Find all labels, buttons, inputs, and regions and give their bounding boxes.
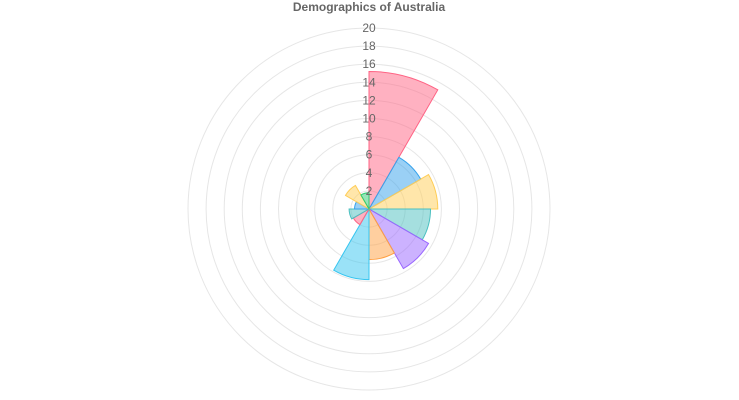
tick-label-2: 2: [366, 184, 373, 198]
polar-segment-12[interactable]: [360, 192, 370, 211]
polar-segment-9[interactable]: [348, 208, 371, 220]
grid-ring-20: [187, 27, 551, 391]
tick-label-12: 12: [362, 93, 376, 107]
grid-rings: [187, 27, 551, 391]
grid-ring-16: [223, 63, 515, 355]
polar-segment-5[interactable]: [367, 207, 430, 270]
tick-label-4: 4: [366, 166, 373, 180]
polar-segment-1[interactable]: [368, 70, 439, 211]
tick-label-6: 6: [366, 148, 373, 162]
chart-title: Demographics of Australia: [293, 0, 446, 14]
radial-tick-labels: 2 4 6 8 10 12 14 16 18 20: [362, 21, 376, 198]
polar-segment-3[interactable]: [367, 173, 439, 210]
tick-label-16: 16: [362, 57, 376, 71]
tick-label-18: 18: [362, 39, 376, 53]
tick-label-14: 14: [362, 75, 376, 89]
polar-segment-11[interactable]: [344, 184, 371, 211]
tick-label-8: 8: [366, 130, 373, 144]
tick-label-10: 10: [362, 112, 376, 126]
tick-label-20: 20: [362, 21, 376, 35]
polar-segment-7[interactable]: [333, 207, 370, 281]
polar-segments: [333, 70, 439, 281]
grid-ring-18: [205, 45, 533, 373]
